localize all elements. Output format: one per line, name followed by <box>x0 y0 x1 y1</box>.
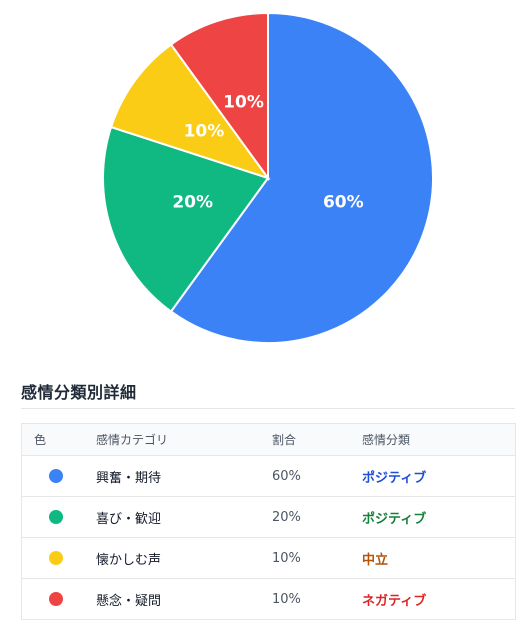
pie-slice <box>109 43 271 180</box>
detail-table: 色 感情カテゴリ 割合 感情分類 興奮・期待 60% ポジティブ 喜び・歓迎 2… <box>21 423 516 620</box>
pie-chart: 60% 20% 10% 10% <box>102 11 434 344</box>
pie-slice <box>102 125 270 313</box>
pie-slice-label: 20% <box>172 192 213 212</box>
pie-chart-svg: 60% 20% 10% 10% <box>102 11 434 344</box>
color-dot <box>49 551 63 565</box>
section-divider <box>21 408 515 409</box>
row-ratio: 20% <box>272 509 301 525</box>
header-classification: 感情分類 <box>362 433 411 447</box>
row-ratio: 10% <box>272 591 301 607</box>
header-category: 感情カテゴリ <box>96 433 169 447</box>
row-classification: 中立 <box>362 552 389 568</box>
row-classification: ポジティブ <box>362 511 427 527</box>
color-dot <box>49 510 63 524</box>
table-row: 喜び・歓迎 20% ポジティブ <box>22 497 515 538</box>
color-dot <box>49 592 63 606</box>
color-dot <box>49 469 63 483</box>
row-category: 懸念・疑問 <box>96 593 162 609</box>
header-ratio: 割合 <box>272 433 297 447</box>
pie-slice-label: 10% <box>184 121 225 141</box>
table-row: 懸念・疑問 10% ネガティブ <box>22 579 515 619</box>
section-title: 感情分類別詳細 <box>21 383 137 402</box>
row-category: 喜び・歓迎 <box>96 511 162 527</box>
row-classification: ポジティブ <box>362 470 427 486</box>
pie-slice-label: 10% <box>223 93 264 113</box>
pie-slice <box>169 11 269 182</box>
row-category: 懐かしむ声 <box>96 552 162 568</box>
table-row: 興奮・期待 60% ポジティブ <box>22 456 515 497</box>
row-category: 興奮・期待 <box>96 470 162 486</box>
pie-slice-label: 60% <box>323 192 364 212</box>
row-classification: ネガティブ <box>362 593 427 609</box>
row-ratio: 60% <box>272 468 301 484</box>
pie-slice <box>169 11 434 344</box>
header-color: 色 <box>34 433 47 447</box>
row-ratio: 10% <box>272 550 301 566</box>
table-row: 懐かしむ声 10% 中立 <box>22 538 515 579</box>
table-header: 色 感情カテゴリ 割合 感情分類 <box>22 424 515 456</box>
